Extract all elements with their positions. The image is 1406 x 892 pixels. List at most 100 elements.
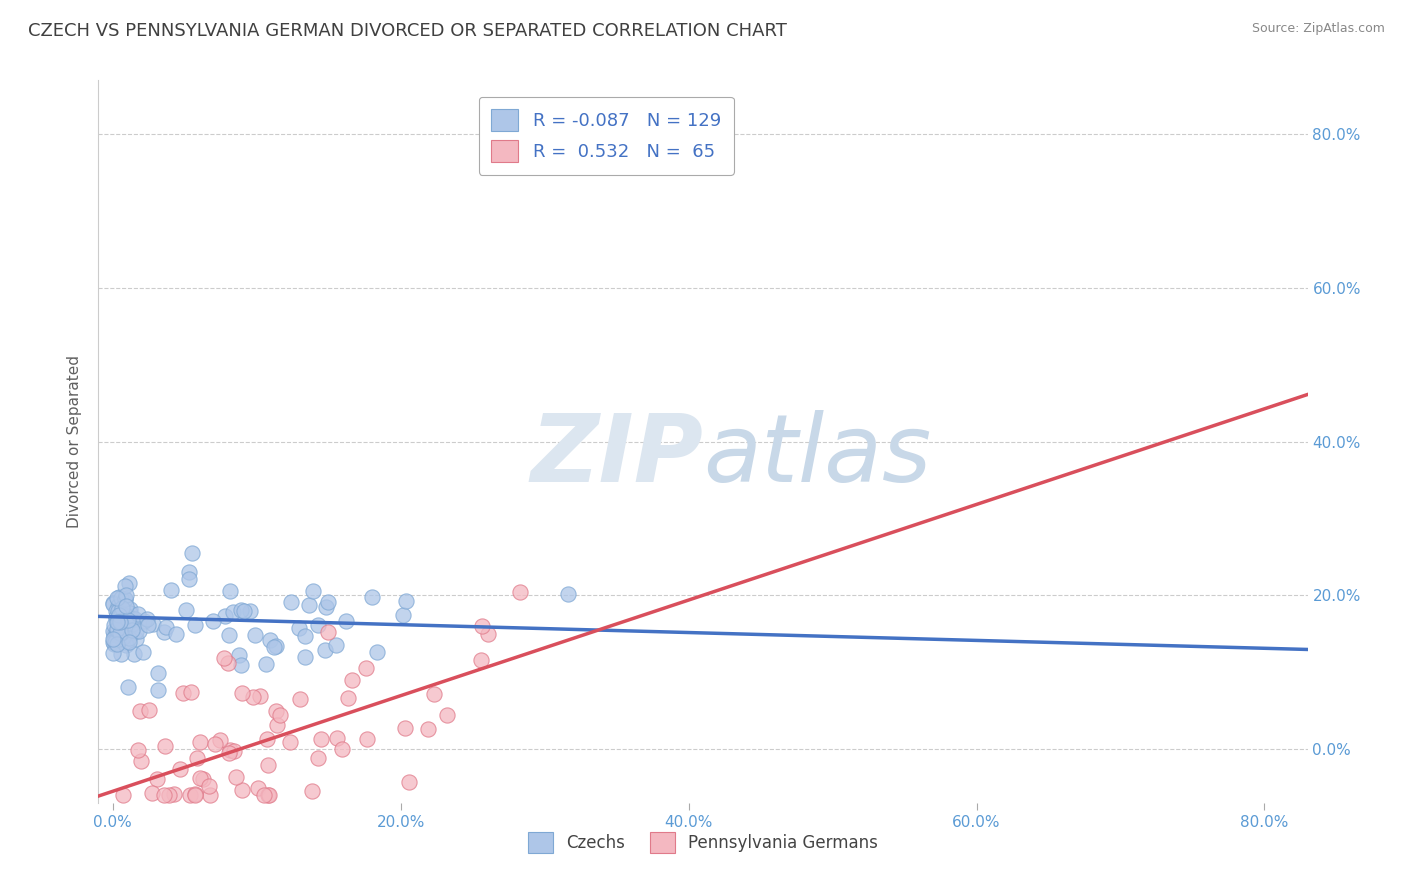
Point [152, 788, 174, 802]
Point [222, 744, 245, 758]
Point [101, 597, 124, 611]
Point [110, 626, 132, 640]
Point [256, 758, 278, 772]
Point [115, 624, 138, 639]
Point [118, 575, 141, 590]
Point [117, 680, 139, 694]
Point [136, 617, 159, 632]
Point [114, 599, 136, 613]
Point [136, 612, 159, 626]
Point [103, 633, 125, 648]
Point [138, 703, 160, 717]
Point [188, 734, 211, 748]
Point [325, 731, 347, 745]
Point [128, 704, 150, 718]
Y-axis label: Divorced or Separated: Divorced or Separated [67, 355, 83, 528]
Point [110, 591, 132, 605]
Point [202, 614, 225, 628]
Point [264, 640, 287, 654]
Point [366, 645, 388, 659]
Point [219, 584, 242, 599]
Point [125, 624, 148, 638]
Point [105, 615, 128, 630]
Point [256, 657, 278, 672]
Point [105, 637, 128, 651]
Point [111, 630, 134, 644]
Point [246, 780, 269, 795]
Point [117, 636, 139, 650]
Point [107, 616, 129, 631]
Point [221, 606, 243, 620]
Point [105, 628, 128, 642]
Point [115, 638, 138, 652]
Point [294, 628, 316, 642]
Point [191, 772, 214, 787]
Point [103, 646, 125, 660]
Point [101, 635, 124, 649]
Point [107, 614, 129, 628]
Point [141, 786, 163, 800]
Point [177, 565, 200, 579]
Point [110, 607, 132, 621]
Point [218, 743, 240, 757]
Point [128, 624, 150, 639]
Point [103, 632, 125, 646]
Text: Source: ZipAtlas.com: Source: ZipAtlas.com [1251, 22, 1385, 36]
Point [101, 624, 124, 638]
Point [225, 770, 247, 784]
Point [153, 625, 176, 640]
Point [356, 731, 378, 746]
Point [325, 638, 347, 652]
Point [125, 632, 148, 646]
Point [184, 618, 207, 632]
Point [309, 732, 332, 747]
Point [124, 617, 146, 632]
Point [107, 590, 129, 604]
Point [104, 625, 127, 640]
Point [104, 604, 127, 618]
Point [105, 615, 128, 630]
Point [335, 614, 357, 628]
Point [179, 572, 201, 586]
Point [308, 750, 330, 764]
Point [471, 619, 494, 633]
Point [120, 607, 142, 621]
Point [218, 656, 240, 670]
Point [183, 788, 205, 802]
Point [398, 774, 420, 789]
Point [179, 788, 201, 802]
Point [107, 624, 129, 638]
Point [557, 587, 579, 601]
Point [231, 657, 253, 672]
Point [114, 591, 136, 606]
Point [186, 751, 208, 765]
Point [280, 595, 302, 609]
Point [110, 618, 132, 632]
Point [107, 605, 129, 619]
Point [336, 691, 359, 706]
Point [231, 686, 253, 700]
Point [103, 637, 125, 651]
Point [307, 618, 329, 632]
Point [228, 648, 250, 663]
Point [122, 611, 145, 625]
Point [105, 632, 128, 647]
Point [266, 717, 288, 731]
Point [298, 599, 321, 613]
Point [111, 624, 134, 639]
Point [181, 546, 204, 560]
Point [180, 685, 202, 699]
Point [107, 624, 129, 639]
Point [121, 617, 143, 632]
Point [233, 604, 256, 618]
Text: atlas: atlas [703, 410, 931, 501]
Point [121, 623, 143, 637]
Point [115, 618, 138, 632]
Point [127, 607, 149, 621]
Point [174, 602, 197, 616]
Point [132, 614, 155, 628]
Point [163, 787, 186, 801]
Point [132, 645, 155, 659]
Point [249, 690, 271, 704]
Point [117, 614, 139, 628]
